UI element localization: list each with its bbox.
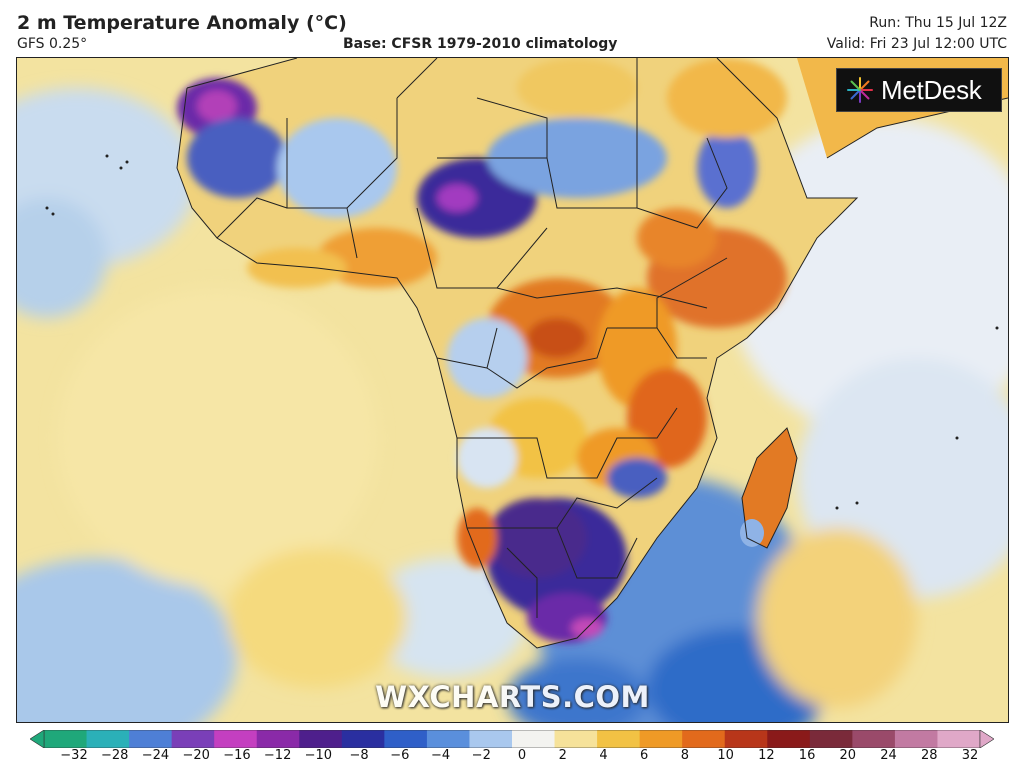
colorbar-tick: 20	[839, 748, 857, 763]
colorbar-segment	[469, 730, 513, 748]
colorbar-tick: −10	[304, 748, 333, 763]
colorbar-tick: −24	[141, 748, 170, 763]
colorbar-segment	[767, 730, 811, 748]
colorbar-tick: −6	[390, 748, 410, 763]
wxcharts-watermark: WXCHARTS.COM	[375, 680, 650, 714]
colorbar-tick: 8	[680, 748, 690, 763]
colorbar-tick: −12	[263, 748, 292, 763]
colorbar-segment	[597, 730, 641, 748]
anomaly-map: MetDesk WXCHARTS.COM	[16, 57, 1009, 723]
colorbar-left-arrow	[30, 730, 45, 748]
islands	[45, 154, 999, 510]
colorbar	[30, 730, 994, 748]
map-canvas	[17, 58, 1008, 722]
logo-text: MetDesk	[881, 74, 982, 105]
valid-time-label: Valid: Fri 23 Jul 12:00 UTC	[826, 36, 1007, 52]
colorbar-segment	[129, 730, 173, 748]
colorbar-tick: 24	[880, 748, 897, 763]
colorbar-segment	[171, 730, 215, 748]
colorbar-segment	[809, 730, 853, 748]
colorbar-segment	[256, 730, 300, 748]
colorbar-tick: 32	[961, 748, 979, 763]
colorbar-tick: −2	[471, 748, 491, 763]
colorbar-segment	[44, 730, 88, 748]
colorbar-tick: −4	[430, 748, 451, 763]
colorbar-segment	[894, 730, 938, 748]
colorbar-segment	[384, 730, 428, 748]
colorbar-segment	[512, 730, 556, 748]
colorbar-tick: 4	[599, 748, 608, 763]
run-label: Run: Thu 15 Jul 12Z	[869, 15, 1007, 31]
colorbar-tick: −28	[101, 748, 129, 763]
colorbar-right-arrow	[979, 730, 994, 748]
colorbar-segment	[214, 730, 258, 748]
colorbar-segment	[937, 730, 981, 748]
metdesk-starburst-icon	[847, 77, 873, 103]
colorbar-tick: 10	[717, 748, 734, 763]
colorbar-tick: −32	[60, 748, 88, 763]
colorbar-tick: 0	[517, 748, 527, 763]
colorbar-tick: 16	[798, 748, 816, 763]
metdesk-logo: MetDesk	[836, 68, 1002, 112]
madagascar-south-cool	[740, 519, 764, 547]
colorbar-tick: −16	[223, 748, 251, 763]
colorbar-tick: −8	[349, 748, 369, 763]
colorbar-tick: 12	[758, 748, 775, 763]
colorbar-segment	[682, 730, 726, 748]
colorbar-segment	[426, 730, 470, 748]
colorbar-segment	[341, 730, 385, 748]
colorbar-segment	[299, 730, 343, 748]
colorbar-tick-labels: −32 −28 −24 −20 −16 −12 −10 −8 −6 −4 −2 0 2 4 6 8 10 12 16…	[0, 748, 1024, 770]
colorbar-segment	[852, 730, 896, 748]
chart-title: 2 m Temperature Anomaly (°C)	[17, 12, 347, 34]
colorbar-tick: 2	[558, 748, 567, 763]
colorbar-segment	[86, 730, 130, 748]
model-label: GFS 0.25°	[17, 36, 88, 52]
colorbar-segment	[724, 730, 768, 748]
colorbar-tick: −20	[182, 748, 210, 763]
country-borders	[176, 58, 1008, 649]
climatology-base-label: Base: CFSR 1979-2010 climatology	[343, 36, 618, 52]
madagascar	[742, 428, 797, 548]
colorbar-tick: 28	[920, 748, 938, 763]
colorbar-tick: 6	[640, 748, 649, 763]
ocean-anomaly-fields	[17, 88, 1008, 722]
land-anomaly-fields	[177, 58, 787, 643]
colorbar-segment	[639, 730, 683, 748]
colorbar-segment	[554, 730, 598, 748]
